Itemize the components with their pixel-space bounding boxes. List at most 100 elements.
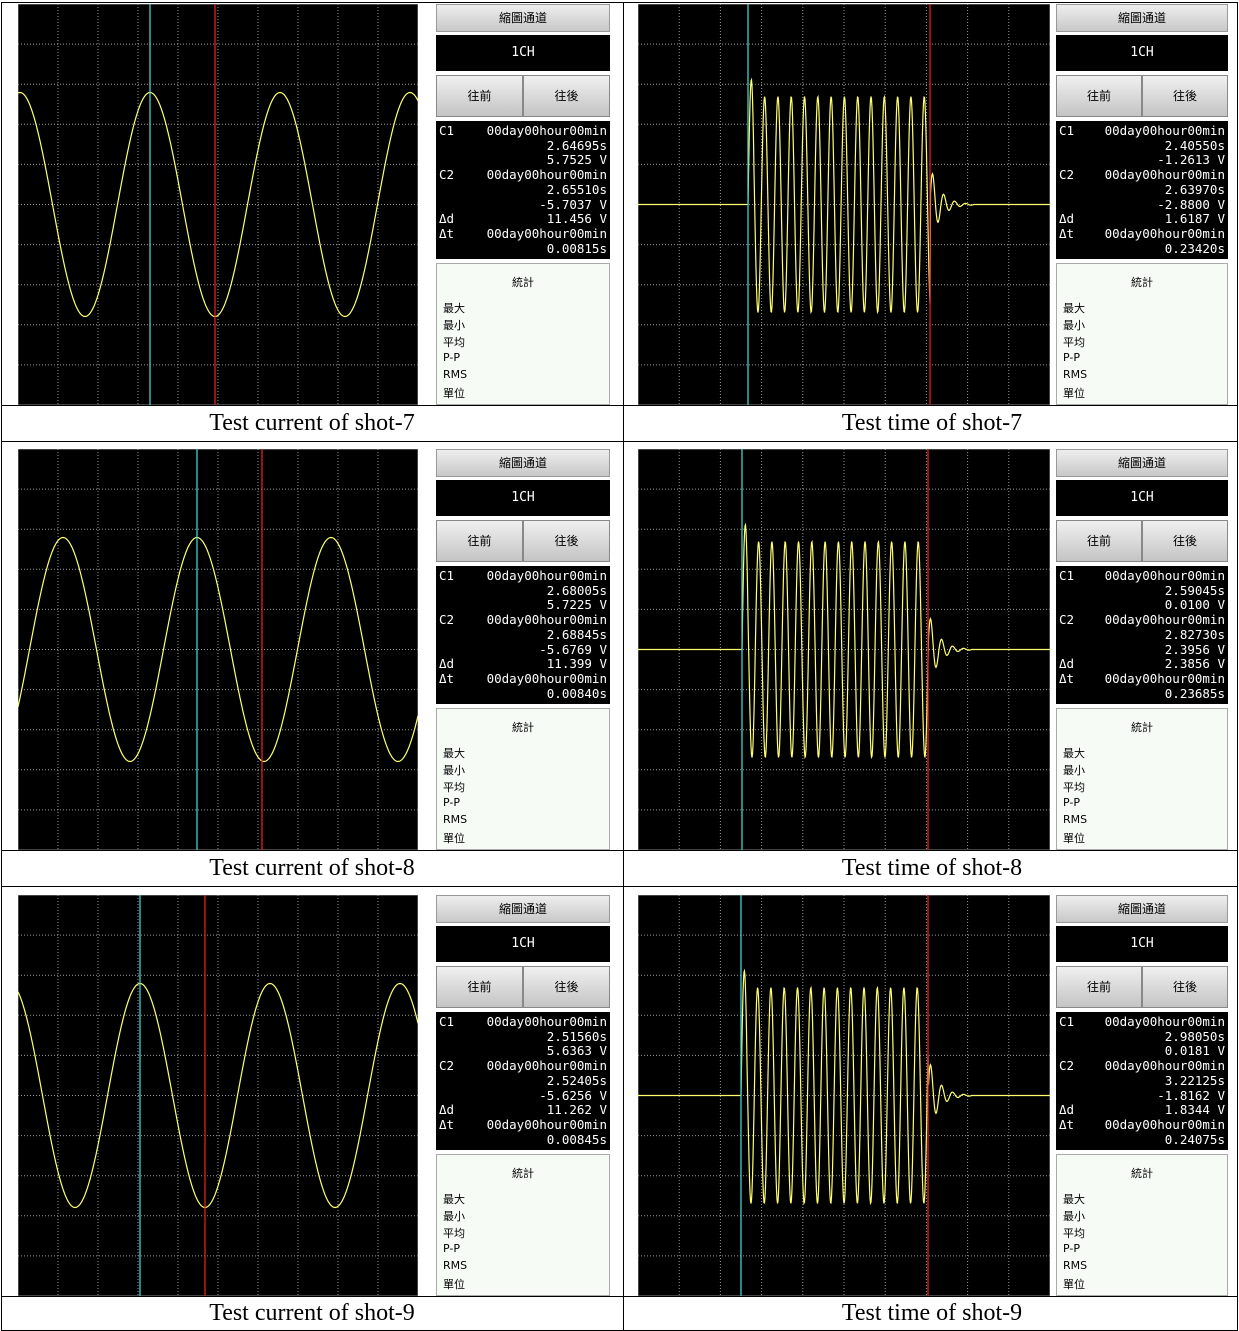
stats-label: 單位 [443, 832, 465, 845]
readout-value: 00day00hour00min [1104, 1058, 1225, 1074]
channel-display: 1CH [1056, 480, 1228, 516]
readout-label: Δt [1059, 670, 1075, 686]
prev-button: 往前 [436, 75, 523, 117]
stats-label: RMS [443, 813, 468, 826]
channel-title: 縮圖通道 [1056, 4, 1228, 32]
readout-value: 00day00hour00min [486, 568, 607, 583]
stats-label: 平均 [1063, 781, 1085, 794]
readout-value: 2.98050s [1164, 1028, 1225, 1044]
readout-value: -1.2613 V [1157, 152, 1225, 168]
prev-button: 往前 [436, 520, 523, 562]
readout-value: 11.456 V [546, 211, 607, 227]
prev-button: 往前 [1056, 75, 1142, 117]
channel-display: 1CH [436, 926, 610, 962]
readout-value: -5.7037 V [539, 196, 607, 212]
stats-label: RMS [1063, 368, 1088, 381]
readout-label: Δd [1059, 211, 1075, 227]
waveform [638, 968, 1050, 1206]
stats-label: 平均 [443, 1227, 465, 1240]
readout-value: 1.6187 V [1164, 211, 1225, 227]
channel-title: 縮圖通道 [436, 895, 610, 923]
readout-label: C1 [439, 123, 455, 138]
readout-label: Δd [1059, 1102, 1075, 1118]
waveform [18, 982, 418, 1209]
caption: Test current of shot-7 [209, 410, 415, 436]
stats-box: 統計 最大 最小 平均 P-P RMS 單位 [436, 1154, 610, 1296]
readout-value: 00day00hour00min [486, 167, 607, 183]
next-button: 往後 [1142, 75, 1228, 117]
waveform [18, 91, 418, 318]
caption: Test current of shot-9 [209, 1300, 415, 1326]
readout-value: -5.6256 V [539, 1087, 607, 1103]
stats-label: P-P [1063, 1242, 1080, 1255]
readout-label: C1 [1059, 123, 1075, 138]
readout-value: 00day00hour00min [1104, 1116, 1225, 1132]
readout-value: 2.68845s [546, 626, 607, 642]
readout-label: Δt [439, 670, 455, 686]
table-rule [1, 2, 2, 1330]
readout-value: 0.23685s [1164, 685, 1225, 701]
readout-value: -2.8800 V [1157, 196, 1225, 212]
stats-label: 最小 [443, 764, 465, 777]
stats-label: 最小 [443, 1210, 465, 1223]
readout-label: Δd [439, 656, 455, 672]
stats-label: 最大 [443, 747, 465, 760]
readout-value: 00day00hour00min [486, 612, 607, 628]
stats-label: 最小 [1063, 319, 1085, 332]
stats-box: 統計 最大 最小 平均 P-P RMS 單位 [436, 263, 610, 405]
readout-value: 00day00hour00min [486, 670, 607, 686]
readout-value: 11.262 V [546, 1102, 607, 1118]
readout: C1 00day00hour00min 2.64695s 5.7525 V C2 00da… [436, 121, 610, 259]
readout-label: Δt [439, 1116, 455, 1132]
next-button: 往後 [1142, 966, 1228, 1008]
side-panel: 縮圖通道 1CH 往前 往後 C1 00day00hour00min 2.64695s 5.7… [436, 4, 610, 405]
stats-title: 統計 [512, 276, 534, 289]
caption: Test time of shot-9 [841, 1300, 1023, 1326]
stats-label: 最小 [443, 319, 465, 332]
readout-value: 00day00hour00min [1104, 225, 1225, 241]
table-rule [1, 886, 1238, 887]
prev-button: 往前 [436, 966, 523, 1008]
readout-value: 00day00hour00min [1104, 167, 1225, 183]
table-rule [1, 2, 1238, 3]
readout: C1 00day00hour00min 2.68005s 5.7225 V C2 00da… [436, 566, 610, 704]
stats-title: 統計 [1131, 276, 1153, 289]
stats-title: 統計 [1131, 1167, 1153, 1180]
side-panel: 縮圖通道 1CH 往前 往後 C1 00day00hour00min 2.59045s 0.0… [1056, 449, 1228, 850]
readout-value: 0.24075s [1164, 1131, 1225, 1147]
readout-value: -5.6769 V [539, 641, 607, 657]
readout-value: 5.6363 V [546, 1043, 607, 1059]
prev-button: 往前 [1056, 966, 1142, 1008]
waveform [18, 536, 418, 763]
readout: C1 00day00hour00min 2.40550s -1.2613 V C2 00d… [1056, 121, 1228, 259]
readout-value: 0.00840s [546, 685, 607, 701]
stats-label: 最大 [1063, 1193, 1085, 1206]
readout-label: C2 [1059, 167, 1075, 183]
channel-title: 縮圖通道 [1056, 895, 1228, 923]
stats-label: 平均 [1063, 1227, 1085, 1240]
table-rule [1237, 2, 1238, 1330]
stats-label: RMS [1063, 813, 1088, 826]
stats-label: P-P [443, 796, 460, 809]
stats-label: P-P [443, 351, 460, 364]
readout-value: 00day00hour00min [1104, 1014, 1225, 1029]
side-panel: 縮圖通道 1CH 往前 往後 C1 00day00hour00min 2.51560s 5.6… [436, 895, 610, 1296]
stats-label: RMS [443, 368, 468, 381]
readout-label: Δd [439, 1102, 455, 1118]
stats-label: P-P [443, 1242, 460, 1255]
readout-label: C2 [1059, 1058, 1075, 1074]
readout-value: 2.59045s [1164, 582, 1225, 598]
readout-label: Δt [1059, 225, 1075, 241]
next-button: 往後 [523, 966, 610, 1008]
readout-label: C1 [439, 1014, 455, 1029]
stats-box: 統計 最大 最小 平均 P-P RMS 單位 [436, 708, 610, 850]
channel-title: 縮圖通道 [436, 449, 610, 477]
readout-label: Δt [439, 225, 455, 241]
stats-label: 平均 [443, 781, 465, 794]
readout-value: 2.64695s [546, 137, 607, 153]
stats-title: 統計 [1131, 721, 1153, 734]
stats-label: 單位 [1063, 387, 1085, 400]
readout-value: 5.7225 V [546, 597, 607, 613]
stats-box: 統計 最大 最小 平均 P-P RMS 單位 [1056, 263, 1228, 405]
readout-label: C1 [1059, 568, 1075, 583]
